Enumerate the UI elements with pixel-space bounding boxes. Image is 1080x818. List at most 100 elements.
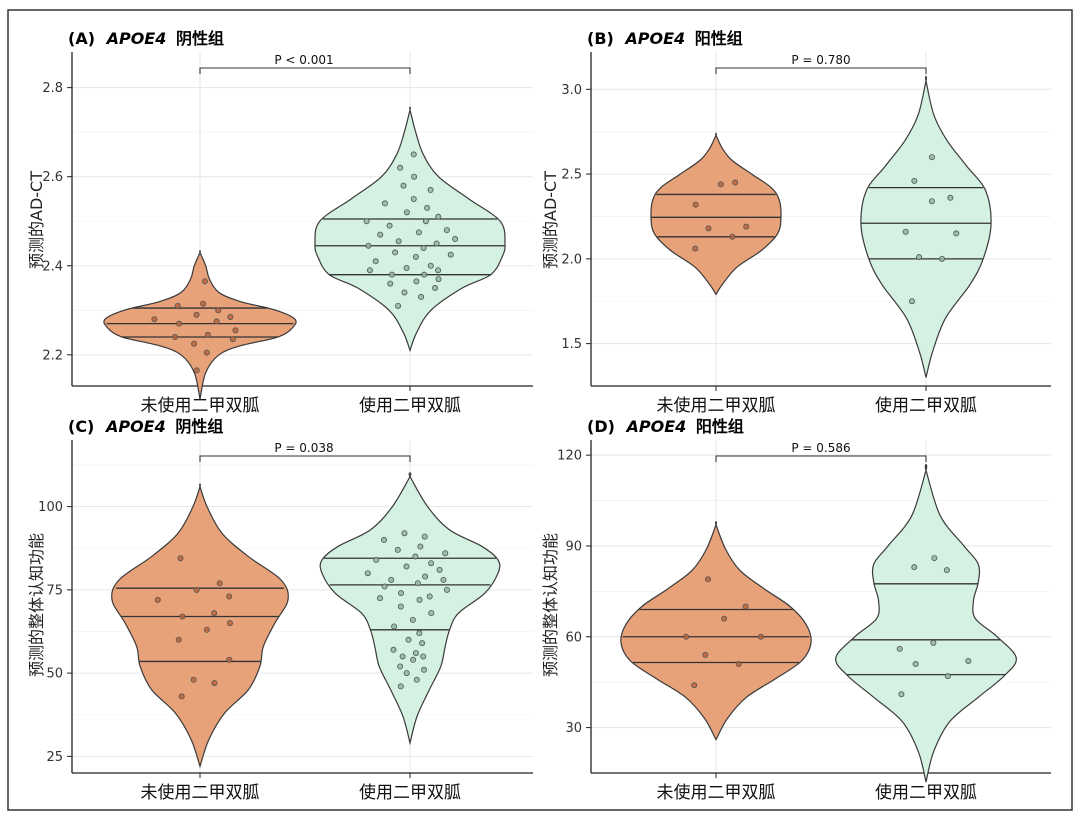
- panel-d-label: (D): [587, 417, 615, 436]
- panel-b-data-point: [717, 181, 724, 188]
- panel-a-data-point: [200, 300, 207, 307]
- panel-c-data-point: [364, 570, 371, 577]
- panel-c-data-point: [397, 603, 404, 610]
- panel-a-data-point: [424, 204, 431, 211]
- panel-a-y-tick-label: 2.4: [42, 259, 63, 274]
- panel-c-data-point: [421, 533, 428, 540]
- panel-a-data-point: [401, 289, 408, 296]
- panel-d-data-point: [944, 673, 951, 680]
- panel-c-violin-metformin: [319, 472, 501, 746]
- panel-b-data-point: [705, 225, 712, 232]
- panel-a-data-point: [176, 320, 183, 327]
- panel-a-data-point: [410, 195, 417, 202]
- panel-a-category-label: 使用二甲双胍: [359, 395, 461, 416]
- panel-a-data-point: [392, 249, 399, 256]
- panel-c-data-point: [381, 583, 388, 590]
- panel-a-data-point: [411, 173, 418, 180]
- panel-d: (D) APOE4 阳性组 预测的整体认知功能 P = 0.586 30 60 90…: [541, 417, 1051, 803]
- panel-c-data-point: [426, 593, 433, 600]
- panel-c-data-point: [414, 580, 421, 587]
- panel-a-data-point: [227, 313, 234, 320]
- panel-a-data-point: [363, 218, 370, 225]
- panel-d-y-tick-label: 30: [565, 721, 582, 736]
- panel-c-data-point: [175, 636, 182, 643]
- panel-a-subtitle: 阴性组: [176, 29, 224, 48]
- panel-b-data-point: [729, 233, 736, 240]
- panel-c-y-tick-label: 25: [46, 750, 63, 765]
- panel-b-gene: APOE4: [623, 29, 685, 48]
- panel-a-data-point: [420, 244, 427, 251]
- panel-a-data-point: [366, 267, 373, 274]
- panel-a-data-point: [403, 209, 410, 216]
- panel-c-data-point: [390, 646, 397, 653]
- panel-a-significance-bracket: [199, 67, 411, 74]
- panel-b-data-point: [908, 298, 915, 305]
- panel-b-title: (B) APOE4 阳性组: [587, 29, 743, 48]
- panel-d-data-point: [702, 651, 709, 658]
- panel-a-data-point: [427, 262, 434, 269]
- panel-a-data-point: [447, 251, 454, 258]
- panel-d-data-point: [912, 661, 919, 668]
- panel-c-p-value: P = 0.038: [274, 441, 333, 455]
- panel-d-significance-bracket: [715, 455, 927, 462]
- panel-a-data-point: [377, 231, 384, 238]
- panel-c-data-point: [419, 640, 426, 647]
- panel-d-data-point: [705, 576, 712, 583]
- panel-b-data-point: [928, 198, 935, 205]
- panel-c-violin-no-metformin: [111, 483, 289, 769]
- panel-a-data-point: [395, 302, 402, 309]
- panel-b-category-label: 使用二甲双胍: [875, 395, 977, 416]
- panel-a-violin-metformin: [314, 106, 506, 353]
- panel-c-data-point: [428, 610, 435, 617]
- panel-c-data-point: [417, 543, 424, 550]
- panel-a-data-point: [232, 327, 239, 334]
- panel-c-data-point: [226, 656, 233, 663]
- panel-d-data-point: [931, 555, 938, 562]
- panel-a-data-point: [203, 349, 210, 356]
- panel-d-data-point: [898, 691, 905, 698]
- panel-c-data-point: [420, 666, 427, 673]
- panel-d-p-value: P = 0.586: [791, 441, 850, 455]
- panel-b-label: (B): [587, 29, 614, 48]
- panel-a-category-label: 未使用二甲双胍: [141, 395, 260, 416]
- panel-c-data-point: [394, 546, 401, 553]
- panel-c-data-point: [436, 566, 443, 573]
- panel-b-data-point: [692, 201, 699, 208]
- panel-d-y-tick-label: 120: [557, 449, 582, 464]
- panel-c-data-point: [442, 550, 449, 557]
- panel-b-data-point: [732, 179, 739, 186]
- panel-c-subtitle: 阴性组: [175, 417, 223, 436]
- panel-b-data-point: [902, 228, 909, 235]
- panel-a-violin-no-metformin: [103, 250, 297, 400]
- panel-a-data-point: [381, 200, 388, 207]
- panel-a-data-point: [151, 316, 158, 323]
- panel-d-data-point: [721, 615, 728, 622]
- panel-a-data-point: [403, 264, 410, 271]
- panel-c-y-tick-label: 75: [46, 583, 63, 598]
- panel-a-data-point: [174, 302, 181, 309]
- panel-a-data-point: [435, 267, 442, 274]
- panel-d-violin-no-metformin: [620, 521, 812, 741]
- panel-a-data-point: [397, 164, 404, 171]
- panel-a-data-point: [418, 293, 425, 300]
- panel-c-data-point: [409, 616, 416, 623]
- panel-c-data-point: [376, 595, 383, 602]
- panel-c-data-point: [178, 693, 185, 700]
- panel-b-violin-no-metformin: [650, 132, 782, 296]
- panel-c-data-point: [388, 576, 395, 583]
- panel-c-data-point: [391, 623, 398, 630]
- panel-c-ylabel: 预测的整体认知功能: [27, 533, 46, 677]
- panel-c-category-label: 未使用二甲双胍: [141, 782, 260, 803]
- panel-d-title: (D) APOE4 阳性组: [587, 417, 744, 436]
- panel-b-significance-bracket: [715, 67, 927, 74]
- panel-b-y-tick-label: 3.0: [561, 83, 582, 98]
- panel-c-data-point: [422, 573, 429, 580]
- panel-c-data-point: [226, 620, 233, 627]
- panel-c-data-point: [410, 656, 417, 663]
- panel-d-data-point: [943, 567, 950, 574]
- panel-a-data-point: [388, 271, 395, 278]
- panel-a-data-point: [215, 307, 222, 314]
- panel-b-category-label: 未使用二甲双胍: [657, 395, 776, 416]
- panel-b-subtitle: 阳性组: [695, 29, 743, 48]
- panel-a-y-tick-label: 2.2: [42, 348, 63, 363]
